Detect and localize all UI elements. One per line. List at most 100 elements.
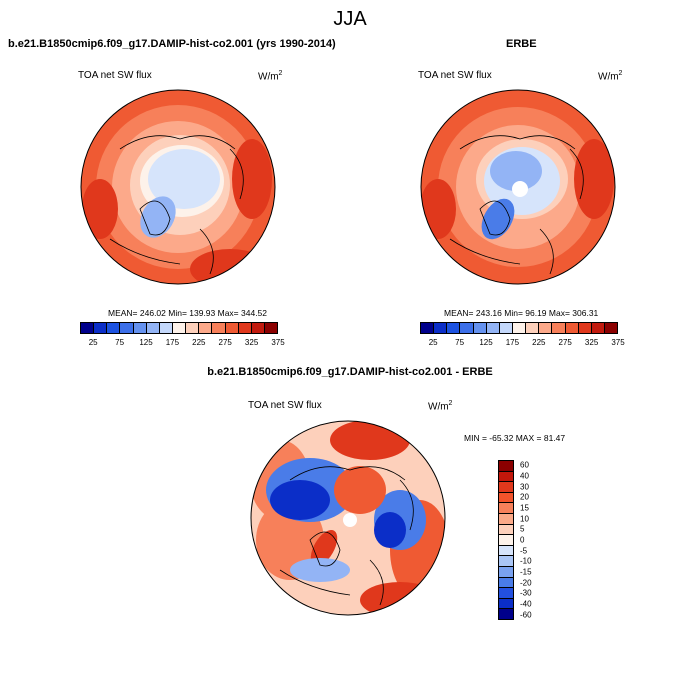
map-blob <box>270 480 330 520</box>
colorbar-tick-label: 20 <box>520 492 529 502</box>
colorbar-tick-label: 10 <box>520 514 529 524</box>
colorbar-swatch <box>604 323 618 333</box>
colorbar-tick-label: 325 <box>584 338 599 347</box>
colorbar-swatch <box>434 323 448 333</box>
colorbar-swatch <box>578 323 592 333</box>
colorbar-tick-label: -40 <box>520 599 532 609</box>
colorbar-swatch <box>225 323 239 333</box>
map-blob <box>82 179 118 239</box>
colorbar-tick-label: -60 <box>520 610 532 620</box>
map-blob <box>374 512 406 548</box>
colorbar-swatch <box>486 323 500 333</box>
colorbar-swatch <box>552 323 566 333</box>
colorbar-swatch <box>526 323 540 333</box>
colorbar-swatch <box>499 482 513 493</box>
colorbar-swatch <box>133 323 147 333</box>
colorbar-swatch <box>499 588 513 599</box>
model-units-label: W/m2 <box>258 70 283 83</box>
model-variable-label: TOA net SW flux <box>78 70 152 81</box>
colorbar-swatch <box>512 323 527 333</box>
colorbar-tick-label: 0 <box>520 535 525 545</box>
colorbar-tick-label: 5 <box>520 524 525 534</box>
colorbar-swatch <box>212 323 226 333</box>
colorbar-tick-label: -5 <box>520 546 528 556</box>
colorbar-swatch <box>146 323 160 333</box>
map-blob <box>574 139 614 219</box>
colorbar-swatch <box>499 598 513 610</box>
colorbar-tick-label: 225 <box>532 338 546 347</box>
colorbar-swatch <box>120 323 134 333</box>
obs-colorbar <box>420 322 618 334</box>
colorbar-swatch <box>94 323 108 333</box>
colorbar-swatch <box>499 556 513 567</box>
colorbar-tick-label: -10 <box>520 556 532 566</box>
season-title: JJA <box>333 8 367 30</box>
colorbar-swatch <box>172 323 187 333</box>
colorbar-tick-label: 125 <box>139 338 153 347</box>
colorbar-swatch <box>539 323 553 333</box>
colorbar-swatch <box>499 492 513 504</box>
map-border <box>420 89 616 285</box>
colorbar-swatch <box>499 461 513 472</box>
model-polar-map <box>80 89 276 285</box>
colorbar-tick-label: 225 <box>192 338 206 347</box>
colorbar-tick-label: 25 <box>428 338 438 347</box>
colorbar-tick-label: 60 <box>520 460 529 470</box>
colorbar-tick-label: 75 <box>115 338 125 347</box>
diff-variable-label: TOA net SW flux <box>248 400 322 411</box>
model-panel-title: b.e21.B1850cmip6.f09_g17.DAMIP-hist-co2.… <box>8 38 336 50</box>
map-border <box>80 89 276 285</box>
map-blob <box>343 513 357 527</box>
colorbar-swatch <box>499 503 513 514</box>
model-stats: MEAN= 246.02 Min= 139.93 Max= 344.52 <box>108 308 268 318</box>
diff-colorbar <box>498 460 514 620</box>
colorbar-swatch <box>81 323 95 333</box>
colorbar-swatch <box>107 323 121 333</box>
colorbar-swatch <box>238 323 252 333</box>
model-colorbar <box>80 322 278 334</box>
obs-variable-label: TOA net SW flux <box>418 70 492 81</box>
colorbar-swatch <box>186 323 200 333</box>
colorbar-swatch <box>499 609 513 619</box>
model-colorbar-ticks: 25 75 125 175 225 275 325 375 <box>80 338 285 348</box>
colorbar-tick-label: 175 <box>505 338 520 347</box>
colorbar-swatch <box>499 471 513 483</box>
map-blob <box>290 558 350 582</box>
colorbar-tick-label: 75 <box>455 338 465 347</box>
colorbar-tick-label: 30 <box>520 482 529 492</box>
colorbar-tick-label: -20 <box>520 578 532 588</box>
colorbar-swatch <box>499 535 513 546</box>
colorbar-swatch <box>499 323 513 333</box>
coastline <box>279 466 414 606</box>
colorbar-swatch <box>499 566 513 578</box>
obs-stats: MEAN= 243.16 Min= 96.19 Max= 306.31 <box>444 308 599 318</box>
obs-units-label: W/m2 <box>598 70 623 83</box>
colorbar-tick-label: 15 <box>520 503 529 513</box>
colorbar-swatch <box>264 323 278 333</box>
map-blob <box>310 529 338 567</box>
obs-panel-title: ERBE <box>506 38 537 50</box>
map-border <box>250 420 446 616</box>
colorbar-tick-label: 325 <box>244 338 259 347</box>
colorbar-tick-label: 375 <box>271 338 285 347</box>
obs-colorbar-ticks: 25 75 125 175 225 275 325 375 <box>420 338 625 348</box>
colorbar-tick-label: 40 <box>520 471 529 481</box>
colorbar-swatch <box>499 577 513 589</box>
colorbar-swatch <box>460 323 474 333</box>
colorbar-swatch <box>499 524 513 536</box>
diff-units-label: W/m2 <box>428 400 453 413</box>
colorbar-swatch <box>199 323 213 333</box>
colorbar-tick-label: 275 <box>218 338 232 347</box>
colorbar-tick-label: 25 <box>88 338 98 347</box>
map-blob <box>421 179 456 239</box>
map-blob <box>334 466 386 514</box>
diff-polar-map <box>250 420 446 616</box>
colorbar-tick-label: 275 <box>558 338 572 347</box>
map-blob <box>330 421 410 460</box>
colorbar-swatch <box>447 323 461 333</box>
colorbar-swatch <box>473 323 487 333</box>
colorbar-swatch <box>159 323 173 333</box>
colorbar-tick-label: 175 <box>165 338 180 347</box>
diff-panel-title: b.e21.B1850cmip6.f09_g17.DAMIP-hist-co2.… <box>207 366 493 378</box>
colorbar-swatch <box>251 323 265 333</box>
